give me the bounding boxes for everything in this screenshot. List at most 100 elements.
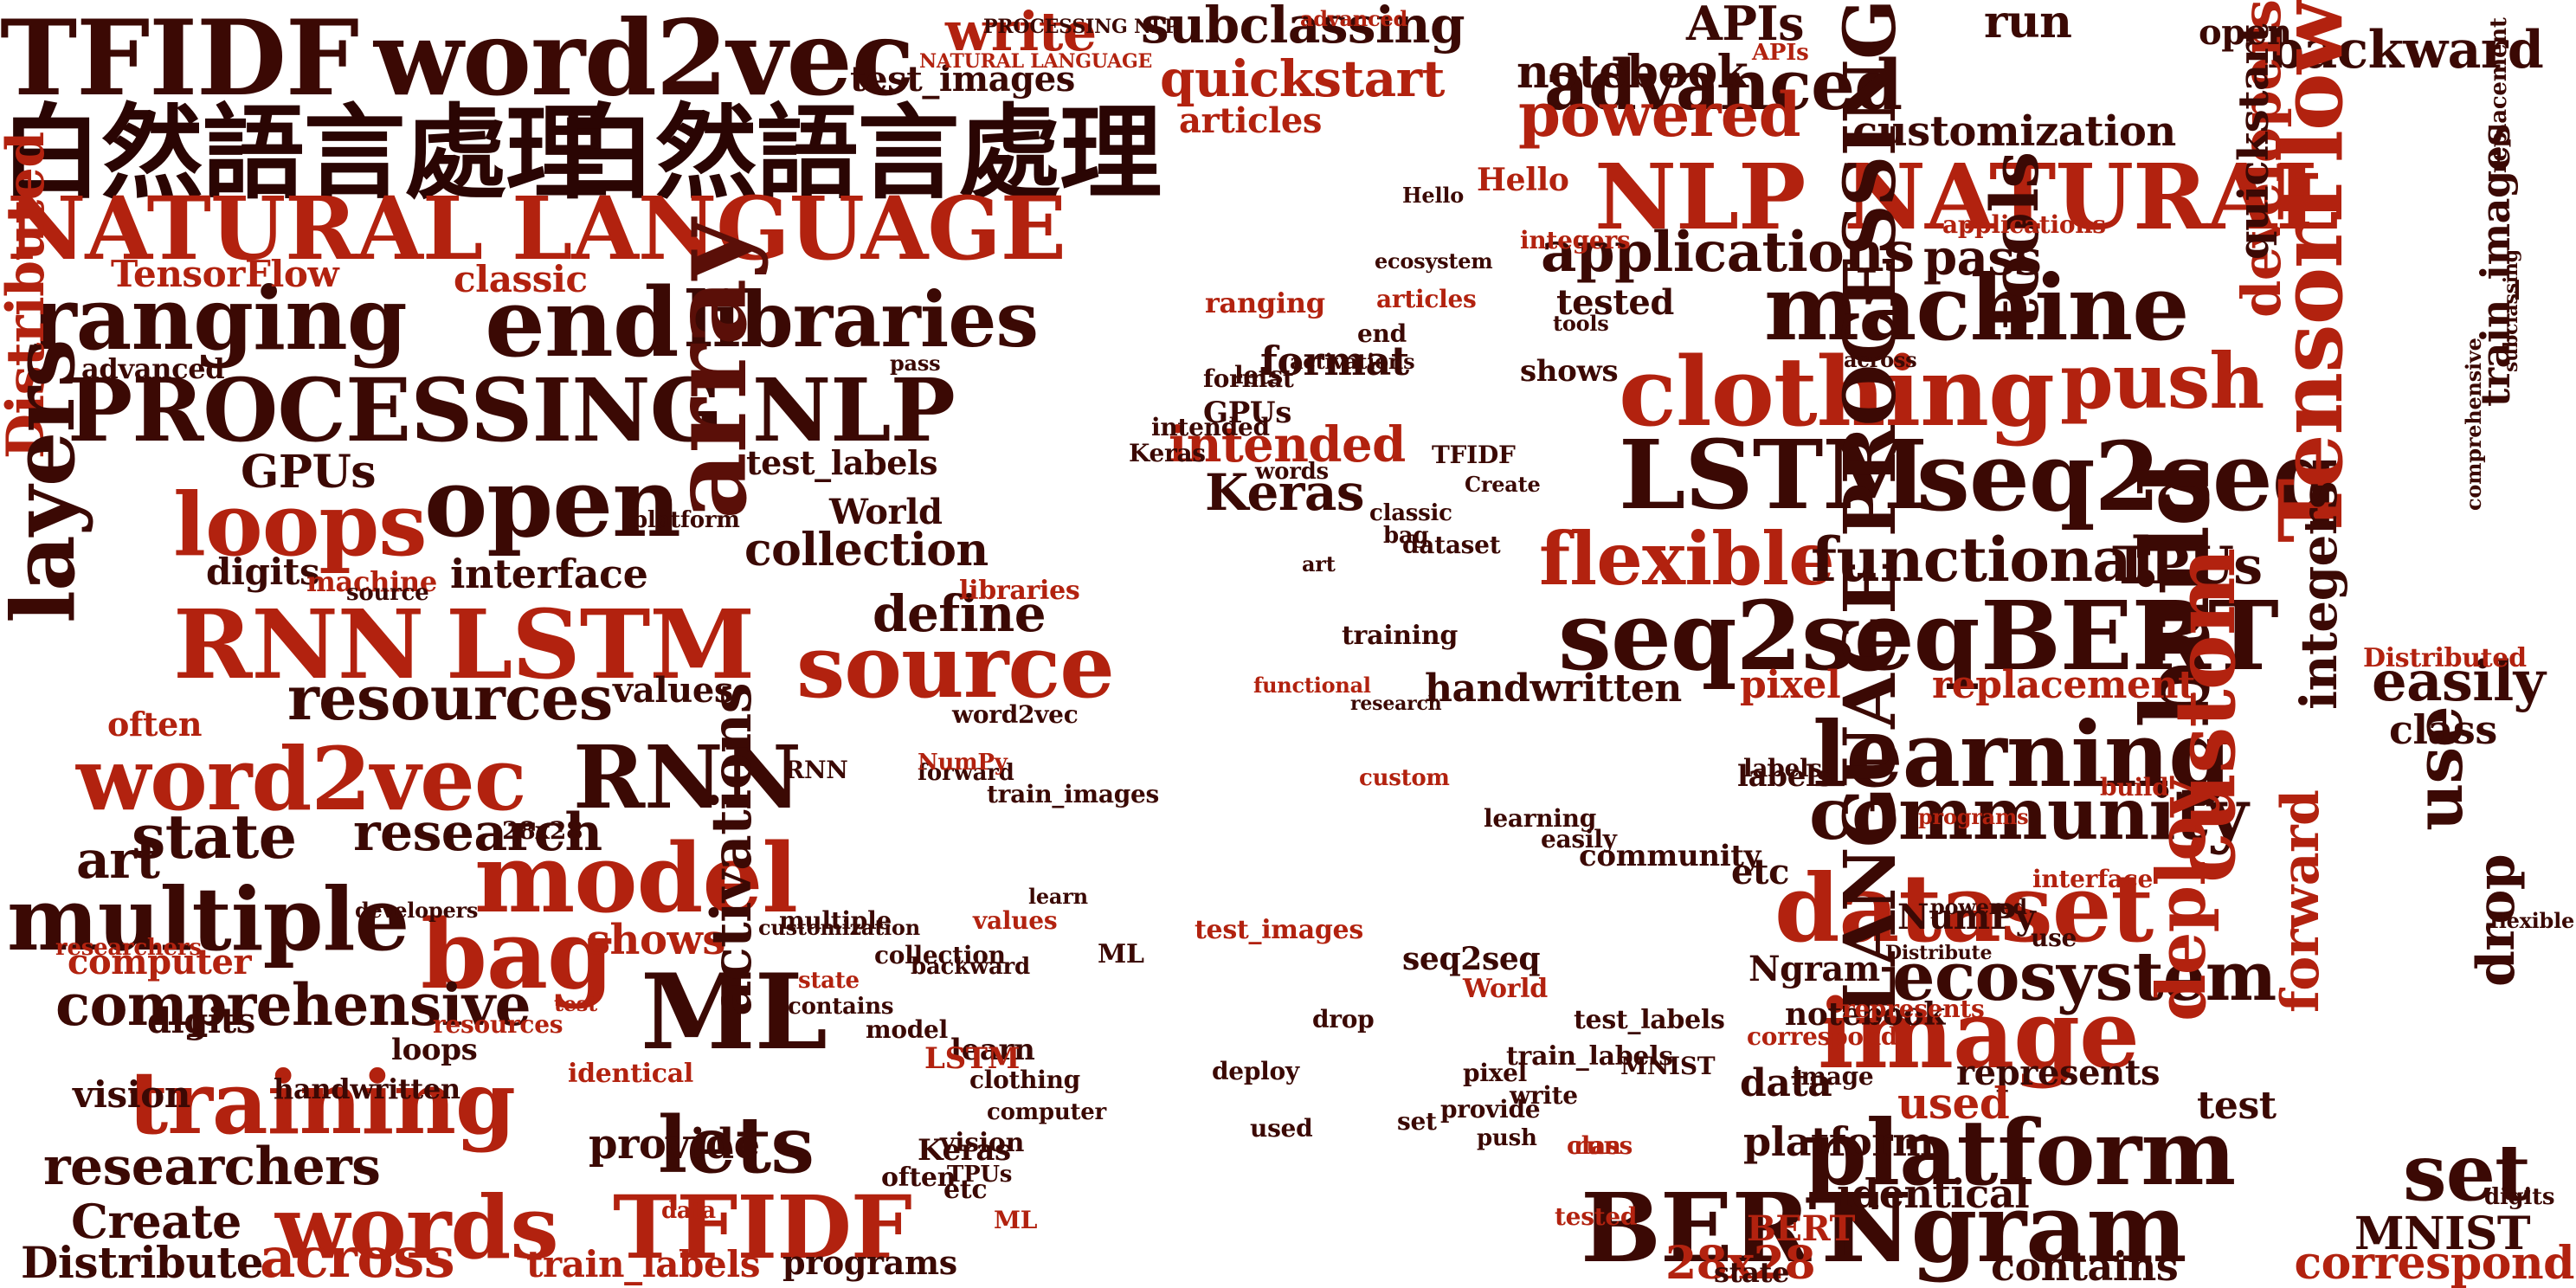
cloud-word: vision bbox=[73, 1073, 190, 1116]
cloud-word: platform bbox=[1804, 1099, 2236, 1206]
cloud-word: deploy bbox=[1212, 1057, 1299, 1085]
cloud-word: research bbox=[1350, 692, 1442, 715]
cloud-word: digits bbox=[147, 1001, 255, 1041]
cloud-word: write bbox=[1510, 1081, 1578, 1110]
cloud-word: 28x28 bbox=[1665, 1237, 1816, 1288]
cloud-word: layers bbox=[0, 339, 94, 624]
cloud-word: Create bbox=[71, 1194, 242, 1249]
cloud-word: test_images bbox=[1195, 915, 1363, 945]
cloud-word: state bbox=[132, 801, 297, 873]
cloud-word: notebook bbox=[1785, 996, 1945, 1033]
cloud-word: backward bbox=[2268, 20, 2544, 80]
cloud-word: state bbox=[798, 968, 860, 994]
cloud-word: platform bbox=[632, 507, 740, 533]
cloud-word: World bbox=[829, 492, 943, 532]
cloud-word: pixel bbox=[1463, 1059, 1527, 1087]
cloud-word: LSTM bbox=[1619, 419, 1928, 531]
cloud-word: libraries bbox=[959, 576, 1080, 606]
cloud-word: researchers bbox=[43, 1137, 381, 1197]
cloud-word: quickstart bbox=[2230, 23, 2278, 260]
cloud-word: GPUs bbox=[1203, 396, 1292, 430]
cloud-word: contains bbox=[1991, 1243, 2179, 1288]
cloud-word: intended bbox=[1169, 416, 1406, 473]
cloud-word: tools bbox=[1976, 151, 2053, 329]
cloud-word: flexible bbox=[1539, 516, 1835, 602]
cloud-word: test_images bbox=[850, 59, 1075, 100]
cloud-word: comprehensive bbox=[55, 971, 531, 1039]
cloud-word: integers bbox=[2289, 481, 2348, 710]
cloud-word: functional bbox=[1253, 673, 1371, 698]
cloud-word: RNN bbox=[573, 726, 802, 828]
cloud-word: word2vec bbox=[76, 728, 527, 830]
cloud-word: 白然語言處理 bbox=[0, 93, 608, 213]
cloud-word: model bbox=[474, 822, 798, 934]
cloud-word: used bbox=[1897, 1078, 2010, 1129]
cloud-word: PROCESSING NLP bbox=[983, 16, 1179, 38]
cloud-word: values bbox=[973, 906, 1058, 935]
cloud-word: Distribute bbox=[21, 1237, 264, 1288]
cloud-word: format bbox=[1203, 364, 1294, 393]
cloud-word: backward bbox=[911, 954, 1030, 980]
cloud-word: multiple bbox=[779, 906, 892, 935]
cloud-word: image bbox=[1792, 1062, 1874, 1091]
cloud-word: ranging bbox=[31, 267, 408, 370]
cloud-word: activations bbox=[699, 682, 764, 1016]
cloud-word: data bbox=[661, 1198, 716, 1224]
cloud-word: words bbox=[1255, 459, 1329, 485]
cloud-word: train_images bbox=[987, 780, 1160, 808]
cloud-word: format bbox=[1260, 338, 1409, 384]
cloud-word: run bbox=[1984, 0, 2072, 48]
cloud-word: etc bbox=[943, 1175, 988, 1205]
cloud-word: custom bbox=[1359, 765, 1450, 791]
cloud-word: subclassing bbox=[2500, 249, 2522, 372]
cloud-word: test bbox=[2197, 1084, 2277, 1128]
cloud-word: researchers bbox=[55, 935, 202, 961]
cloud-word: TFIDF bbox=[1432, 441, 1516, 469]
cloud-word: class bbox=[2389, 706, 2497, 753]
cloud-word: ML bbox=[641, 951, 828, 1073]
cloud-word: MNIST bbox=[1620, 1052, 1716, 1080]
cloud-word: quickstart bbox=[1160, 49, 1445, 108]
cloud-word: NumPy bbox=[1897, 897, 2036, 937]
cloud-word: TFIDF bbox=[613, 1176, 912, 1278]
cloud-word: run bbox=[1574, 1131, 1621, 1160]
cloud-word: applications bbox=[1942, 210, 2106, 239]
cloud-word: source bbox=[346, 580, 429, 606]
cloud-word: end bbox=[485, 267, 679, 378]
cloud-word: advanced bbox=[1544, 44, 1903, 126]
cloud-word: libraries bbox=[684, 274, 1039, 364]
cloud-word: interface bbox=[2032, 865, 2154, 893]
cloud-word: computer bbox=[68, 942, 252, 982]
cloud-word: Hello bbox=[1402, 183, 1464, 208]
cloud-word: Hello bbox=[1477, 162, 1569, 198]
cloud-word: represents bbox=[1956, 1053, 2161, 1093]
cloud-word: ecosystem bbox=[1375, 248, 1493, 274]
cloud-word: collection bbox=[744, 524, 989, 576]
cloud-word: etc bbox=[1731, 852, 1790, 892]
cloud-word: model bbox=[866, 1015, 948, 1044]
cloud-word: clothing bbox=[1619, 336, 2055, 448]
cloud-word: collection bbox=[874, 941, 1006, 969]
cloud-word: define bbox=[873, 584, 1046, 643]
cloud-word: correspond bbox=[2294, 1237, 2574, 1288]
cloud-word: vision bbox=[940, 1128, 1025, 1158]
cloud-word: set bbox=[2403, 1127, 2531, 1219]
cloud-word: 白然語言處理 bbox=[554, 93, 1162, 213]
cloud-word: LSTM bbox=[446, 589, 755, 700]
cloud-word: interface bbox=[450, 551, 648, 597]
cloud-word: activations bbox=[1290, 349, 1415, 374]
cloud-word: use bbox=[2031, 924, 2077, 952]
cloud-word: GPUs bbox=[241, 446, 377, 499]
cloud-word: RNN bbox=[173, 589, 424, 700]
cloud-word: integers bbox=[1520, 226, 1631, 254]
cloud-word: customization bbox=[1852, 107, 2176, 156]
cloud-word: train_labels bbox=[526, 1243, 761, 1285]
cloud-word: provide bbox=[1440, 1095, 1541, 1124]
cloud-word: seq2seq bbox=[1916, 421, 2339, 532]
cloud-word: art bbox=[1302, 551, 1336, 576]
cloud-word: 28x28 bbox=[502, 816, 583, 845]
cloud-word: seq2seq bbox=[1402, 941, 1541, 977]
cloud-word: source bbox=[796, 615, 1115, 718]
cloud-word: clothing bbox=[969, 1066, 1080, 1094]
